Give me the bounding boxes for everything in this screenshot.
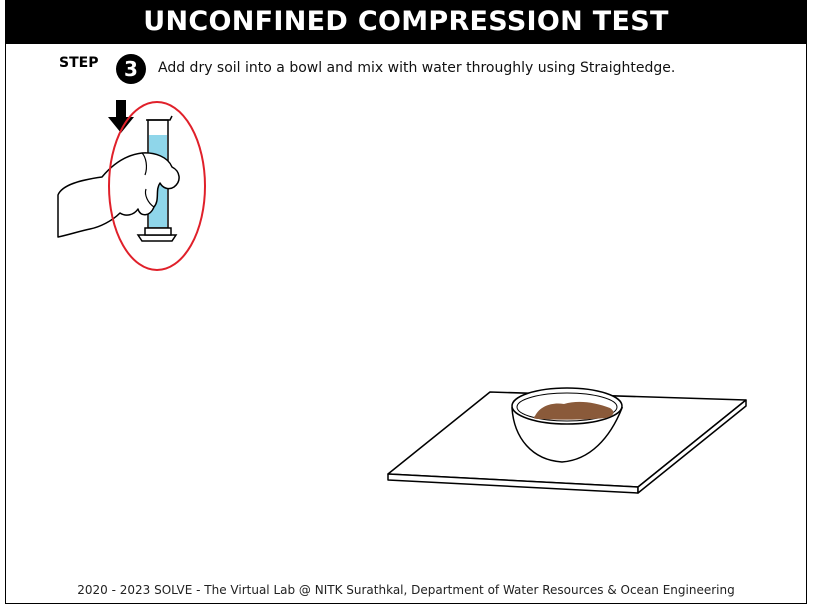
step-label: STEP (59, 55, 99, 71)
step-number-badge: 3 (116, 54, 146, 84)
step-instruction: Add dry soil into a bowl and mix with wa… (158, 60, 676, 76)
tray-with-bowl[interactable] (380, 380, 760, 500)
lab-frame (5, 0, 807, 604)
soil-mound (533, 401, 614, 420)
highlight-ring (108, 101, 206, 271)
footer-credits: 2020 - 2023 SOLVE - The Virtual Lab @ NI… (77, 583, 735, 597)
hand-icon (57, 152, 180, 238)
bowl-icon (511, 387, 624, 463)
page-title: UNCONFINED COMPRESSION TEST (5, 0, 807, 44)
graduated-cylinder-tool[interactable] (50, 95, 220, 280)
